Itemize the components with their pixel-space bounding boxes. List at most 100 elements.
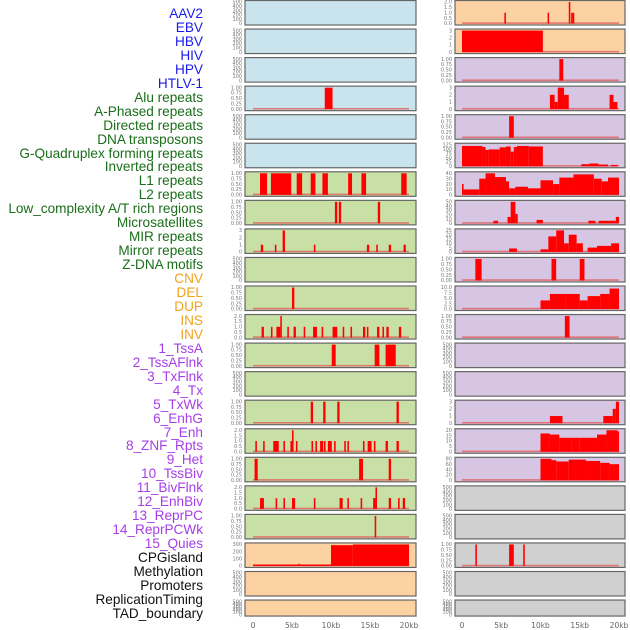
y-tick-label: 0.25 [231, 216, 242, 222]
y-tick-label: 400 [442, 518, 452, 524]
y-tick-label: 0.0 [234, 449, 242, 455]
y-tick-label: 0.00 [441, 335, 452, 341]
feature-bar [322, 173, 328, 195]
y-tick-label: 0.50 [231, 410, 242, 416]
coverage-step [549, 94, 555, 110]
y-tick-label: 1.00 [231, 200, 242, 206]
panel-background [244, 570, 417, 597]
feature-bar [348, 173, 353, 195]
feature-bar [313, 244, 316, 252]
y-tick-label: 3 [449, 28, 452, 34]
coverage-step [557, 87, 565, 110]
coverage-step [564, 94, 569, 110]
feature-bar [321, 326, 324, 338]
coverage-step [499, 147, 506, 167]
y-tick-label: 0 [239, 392, 242, 398]
y-tick-label: 10.0 [441, 285, 452, 291]
y-tick-label: 0 [449, 221, 452, 227]
y-tick-label: 0.0 [444, 21, 452, 27]
track-baseline [253, 536, 409, 538]
track-panel: 0.000.250.500.751.00 [231, 285, 417, 313]
feature-bar [260, 244, 264, 252]
feature-bar [324, 87, 333, 110]
track-label: HIV [180, 47, 203, 63]
y-tick-label: 0 [449, 478, 452, 484]
y-tick-label: 0.50 [441, 125, 452, 131]
y-tick-label: 0.25 [441, 130, 452, 136]
y-tick-label: 400 [442, 375, 452, 381]
coverage-step [609, 94, 614, 110]
feature-bar [396, 401, 399, 424]
coverage-step [513, 146, 517, 167]
track-label: Low_complexity A/T rich regions [8, 201, 203, 217]
track-panel: 0.000.250.500.751.00 [231, 200, 417, 227]
feature-bar [559, 59, 564, 81]
y-tick-label: 30 [446, 208, 452, 214]
y-tick-label: 500 [232, 371, 242, 377]
coverage-step [579, 437, 598, 452]
y-tick-label: 0.00 [441, 78, 452, 84]
y-tick-label: 0.50 [441, 267, 452, 273]
y-tick-label: 0 [239, 278, 242, 284]
y-tick-label: 1.00 [441, 57, 452, 63]
feature-bar [398, 326, 402, 338]
coverage-step [559, 177, 574, 195]
track-label: G-Quadruplex forming repeats [19, 145, 203, 161]
track-panel: 0.000.250.500.751.00 [231, 456, 417, 484]
coverage-step [540, 180, 554, 195]
track-label: HBV [175, 33, 203, 49]
feature-bar [568, 2, 571, 24]
track-label: 13_ReprPC [131, 508, 203, 524]
feature-bar [274, 244, 277, 252]
y-tick-label: 100 [442, 388, 452, 394]
coverage-step [494, 177, 506, 195]
coverage-step [559, 437, 572, 452]
y-tick-label: 300 [232, 265, 242, 271]
feature-bar [295, 441, 298, 452]
y-tick-label: 0.50 [231, 210, 242, 216]
feature-bar [283, 498, 285, 509]
coverage-step [579, 300, 588, 309]
coverage-step [505, 146, 511, 167]
y-tick-label: 100 [232, 274, 242, 280]
y-tick-label: 1.00 [441, 314, 452, 320]
panel-background [244, 371, 417, 397]
feature-bar [374, 515, 377, 538]
y-tick-label: 100 [232, 131, 242, 137]
feature-bar [347, 441, 349, 452]
y-tick-label: 100 [442, 610, 452, 616]
y-tick-label: 0.00 [231, 478, 242, 484]
y-tick-label: 500 [232, 257, 242, 263]
panel-background [244, 114, 417, 140]
y-tick-label: 0.75 [231, 176, 242, 182]
feature-bar [337, 401, 340, 424]
coverage-step [587, 296, 601, 309]
coverage-step [597, 434, 607, 452]
coverage-step [597, 245, 612, 252]
y-tick-label: 200 [232, 155, 242, 161]
y-tick-label: 100 [442, 502, 452, 508]
coverage-step [612, 408, 616, 424]
x-tick-label: 0 [251, 621, 256, 630]
y-tick-label: 300 [232, 579, 242, 585]
panel-background [244, 456, 417, 483]
y-tick-label: 300 [232, 37, 242, 43]
y-tick-label: 1.00 [231, 399, 242, 405]
x-tick-label: 20kb [610, 621, 629, 630]
y-tick-label: 0.50 [441, 68, 452, 74]
coverage-step [509, 248, 517, 252]
coverage-step [586, 460, 601, 481]
panel-background [244, 256, 417, 283]
feature-bar [276, 326, 281, 338]
feature-bar [292, 430, 294, 452]
feature-bar [362, 441, 365, 452]
y-tick-label: 3 [449, 85, 452, 91]
y-tick-label: 1.0 [234, 325, 242, 331]
y-tick-label: 200 [232, 607, 242, 613]
y-tick-label: 0.75 [231, 291, 242, 297]
